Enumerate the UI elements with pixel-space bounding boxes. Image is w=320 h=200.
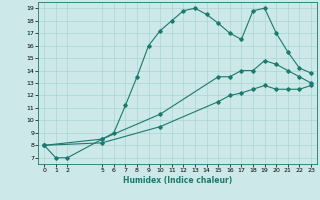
X-axis label: Humidex (Indice chaleur): Humidex (Indice chaleur) xyxy=(123,176,232,185)
